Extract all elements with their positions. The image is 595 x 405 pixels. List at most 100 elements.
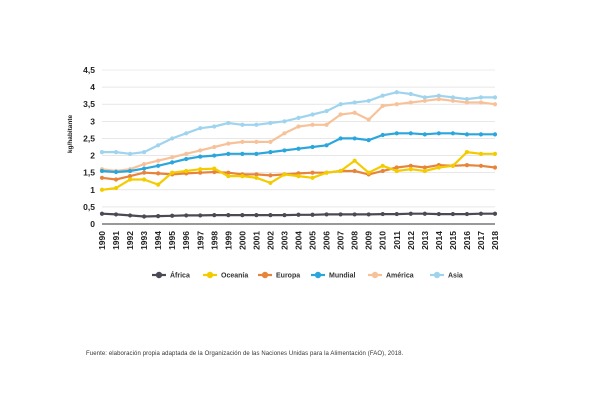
data-point <box>450 131 455 136</box>
x-tick-label: 1998 <box>209 231 219 250</box>
data-point <box>99 211 105 216</box>
x-tick-label: 1999 <box>223 231 233 250</box>
y-tick-label: 2 <box>90 151 95 161</box>
data-point <box>156 182 161 187</box>
data-point <box>184 168 189 174</box>
data-point <box>338 168 343 174</box>
legend: África Oceanía Europa Mundial América Asia <box>152 271 463 280</box>
data-point <box>282 148 287 153</box>
legend-label: Oceanía <box>221 273 248 280</box>
data-point <box>198 170 203 175</box>
data-point <box>142 177 147 182</box>
data-point <box>492 102 498 107</box>
x-tick-label: 2005 <box>308 231 318 250</box>
data-point <box>156 171 161 176</box>
data-point <box>296 146 301 151</box>
data-point <box>422 168 427 174</box>
data-point <box>282 213 287 218</box>
data-point <box>422 132 427 137</box>
data-point <box>268 180 273 186</box>
data-point <box>170 155 175 160</box>
data-point <box>113 177 119 182</box>
legend-swatch-marker <box>261 271 269 279</box>
x-tick-label: 2014 <box>434 231 444 250</box>
data-point <box>268 120 273 126</box>
data-point <box>352 110 357 115</box>
data-point <box>366 212 371 217</box>
data-point <box>296 124 301 129</box>
data-point <box>450 95 455 100</box>
data-point <box>113 169 119 175</box>
x-tick-label: 1990 <box>97 231 107 250</box>
data-point <box>436 211 441 217</box>
data-point <box>240 122 245 127</box>
data-point <box>282 172 287 177</box>
data-point <box>366 98 371 103</box>
y-tick-label: 0,5 <box>83 202 95 212</box>
data-point <box>99 175 105 180</box>
data-point <box>450 98 455 103</box>
series-lines <box>99 90 498 219</box>
data-point <box>268 173 273 178</box>
data-point <box>212 169 217 175</box>
data-point <box>310 112 315 117</box>
data-point <box>394 131 399 136</box>
data-point <box>310 175 315 180</box>
data-point <box>184 156 189 162</box>
x-tick-label: 2018 <box>490 231 500 250</box>
data-point <box>113 150 119 155</box>
data-point <box>296 115 301 121</box>
data-point <box>478 100 484 105</box>
data-point <box>422 211 427 216</box>
data-point <box>268 150 273 155</box>
data-point <box>170 170 175 175</box>
data-point <box>380 103 385 109</box>
data-point <box>254 139 259 144</box>
x-tick-label: 2007 <box>336 231 346 250</box>
data-point <box>366 138 371 143</box>
data-point <box>394 165 399 170</box>
data-point <box>127 213 133 218</box>
y-axis-label: kg/habitante <box>67 114 74 153</box>
series-line-oceanía <box>100 151 497 191</box>
data-point <box>450 163 455 168</box>
data-point <box>408 91 413 97</box>
legend-label: Asia <box>448 273 463 280</box>
data-point <box>254 151 259 156</box>
data-point <box>324 170 329 175</box>
data-point <box>450 211 455 217</box>
legend-item: África <box>152 271 190 280</box>
x-tick-label: 1994 <box>153 231 163 250</box>
data-point <box>226 173 231 179</box>
data-point <box>282 119 287 124</box>
data-point <box>492 95 498 100</box>
x-tick-label: 1992 <box>125 231 135 250</box>
data-point <box>380 132 385 138</box>
data-point <box>99 150 105 155</box>
data-point <box>142 166 147 171</box>
data-point <box>240 173 245 179</box>
data-point <box>464 100 470 105</box>
series-line-américa <box>100 97 497 173</box>
data-point <box>156 158 161 163</box>
x-tick-label: 2012 <box>406 231 416 250</box>
data-point <box>296 173 301 179</box>
data-point <box>408 100 413 105</box>
data-point <box>422 95 427 100</box>
y-axis: 0 0,5 1 1,5 2 2,5 3 3,5 4 4,5 <box>83 65 95 229</box>
data-point <box>268 213 273 218</box>
data-point <box>127 151 133 156</box>
legend-item: América <box>368 271 414 280</box>
legend-swatch-marker <box>433 271 441 279</box>
legend-label: África <box>170 271 190 280</box>
data-point <box>226 141 231 146</box>
x-tick-label: 1991 <box>111 231 121 250</box>
data-point <box>127 168 133 174</box>
legend-label: Europa <box>276 273 300 280</box>
x-tick-label: 2000 <box>237 231 247 250</box>
legend-label: Mundial <box>329 273 355 280</box>
data-point <box>436 131 441 136</box>
data-point <box>394 168 399 174</box>
data-point <box>156 143 161 148</box>
